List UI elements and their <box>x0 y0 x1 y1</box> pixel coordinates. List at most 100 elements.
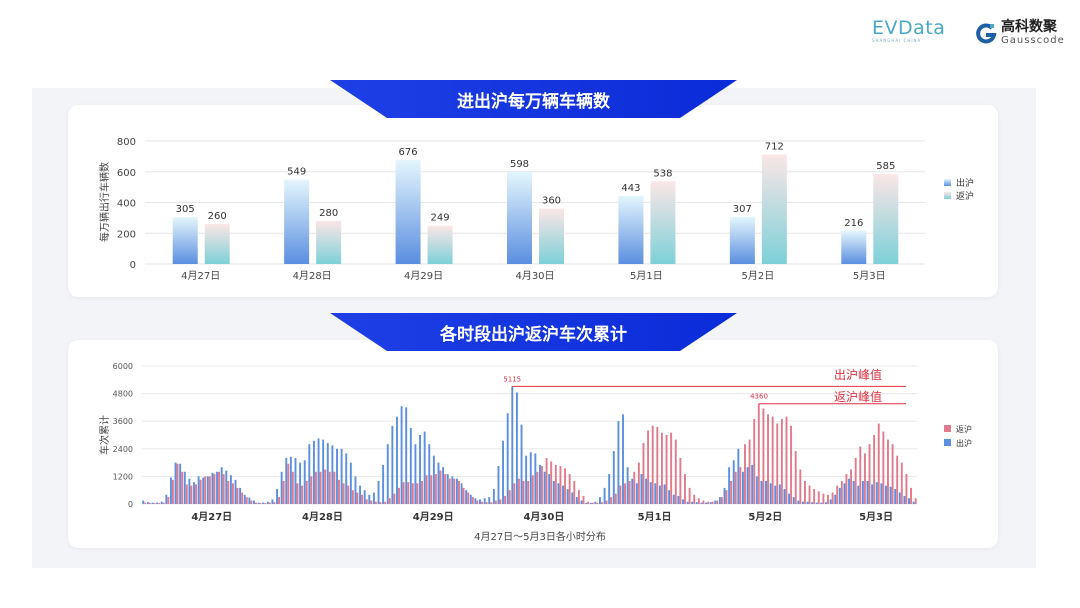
bar-out <box>492 489 495 504</box>
bar-out <box>511 386 514 504</box>
bar-out <box>778 484 781 504</box>
bar-return <box>204 476 207 504</box>
bar-out <box>871 484 874 504</box>
data-label: 280 <box>319 208 338 219</box>
x-tick-label: 5月3日 <box>853 270 886 282</box>
bar-return <box>204 224 230 264</box>
bar-return <box>427 225 453 264</box>
bar-return <box>517 478 520 504</box>
bar-return <box>388 498 391 504</box>
bar-return <box>665 435 668 504</box>
bar-out <box>202 477 205 504</box>
bar-out <box>617 421 620 504</box>
bar-return <box>863 453 866 504</box>
bar-return <box>236 487 239 504</box>
bar-return <box>541 466 543 504</box>
bar-return <box>398 487 400 504</box>
bar-return <box>527 481 530 504</box>
bar-return <box>190 485 193 504</box>
bar-return <box>614 493 617 504</box>
bar-out <box>539 464 541 504</box>
bar-out <box>732 460 735 504</box>
bar-return <box>753 418 756 504</box>
bar-return <box>850 469 853 504</box>
bar-out <box>751 464 754 504</box>
x-tick-label: 5月2日 <box>741 270 774 282</box>
bar-out <box>631 478 634 504</box>
y-tick-label: 400 <box>117 199 136 210</box>
bar-out <box>303 460 306 504</box>
bar-out <box>253 500 255 504</box>
peak-value-label: 5115 <box>503 375 521 383</box>
y-tick-label: 6000 <box>113 362 133 371</box>
bar-out <box>686 501 689 504</box>
bar-out <box>299 462 302 504</box>
bar-return <box>384 501 387 504</box>
bar-return <box>319 471 322 504</box>
bar-return <box>434 474 437 504</box>
bar-return <box>656 426 659 504</box>
data-label: 249 <box>431 213 450 224</box>
legend-label: 出沪 <box>956 177 974 189</box>
bar-out <box>382 464 385 504</box>
bar-out <box>848 478 851 504</box>
bar-out <box>465 490 468 504</box>
bar-return <box>679 458 682 504</box>
bar-return <box>328 471 331 504</box>
bar-return <box>310 476 313 504</box>
bar-return <box>462 487 465 504</box>
bar-return <box>176 463 179 504</box>
bar-out <box>239 487 242 504</box>
bar-return <box>776 423 779 504</box>
bar-return <box>744 444 746 504</box>
bar-out <box>841 230 867 264</box>
bar-out <box>852 481 855 504</box>
bar-return <box>490 502 493 504</box>
data-label: 598 <box>510 159 529 170</box>
bar-return <box>836 485 839 504</box>
bar-out <box>391 425 394 504</box>
bar-out <box>718 497 721 504</box>
bar-return <box>684 474 686 504</box>
bar-out <box>663 484 666 504</box>
bar-return <box>873 174 899 264</box>
bar-return <box>720 497 723 504</box>
bar-out <box>668 490 671 504</box>
data-label: 538 <box>653 168 672 179</box>
bar-return <box>504 495 507 504</box>
gausscode-logo: 高科数聚 Gausscode <box>975 20 1065 46</box>
bar-out <box>225 470 228 504</box>
bar-return <box>199 479 202 504</box>
bar-out <box>760 481 763 504</box>
bar-out <box>174 462 177 504</box>
legend-swatch <box>944 179 951 186</box>
bar-return <box>748 439 751 504</box>
bar-return <box>591 502 594 504</box>
bar-return <box>342 483 345 504</box>
bar-out <box>783 489 786 504</box>
y-tick-label: 4800 <box>113 390 133 399</box>
bar-out <box>455 478 458 504</box>
bar-return <box>481 501 483 504</box>
bar-return <box>873 435 876 504</box>
bar-return <box>757 403 760 504</box>
bar-return <box>471 497 474 504</box>
vehicles-per-10k-card <box>68 105 998 297</box>
bar-return <box>231 483 234 504</box>
data-label: 307 <box>733 204 752 215</box>
bar-out <box>769 483 772 504</box>
bar-return <box>250 500 253 504</box>
bar-return <box>859 446 862 504</box>
bar-return <box>268 502 271 504</box>
bar-out <box>368 494 371 504</box>
bar-out <box>446 474 449 504</box>
bar-return <box>539 208 564 264</box>
bar-out <box>423 431 426 504</box>
bar-out <box>815 502 818 504</box>
bar-out <box>594 501 597 504</box>
bar-return <box>499 499 502 504</box>
bar-return <box>711 501 714 504</box>
bar-out <box>746 467 749 504</box>
bar-out <box>395 160 421 264</box>
